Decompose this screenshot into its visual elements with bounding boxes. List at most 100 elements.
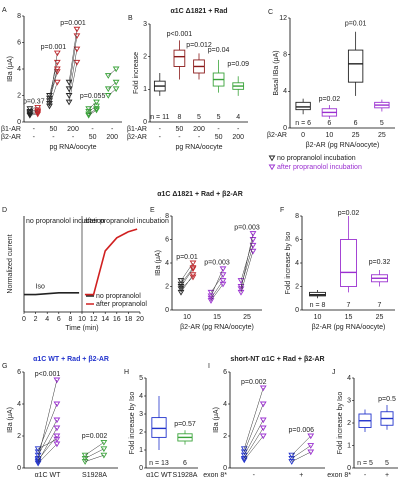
pair-line <box>108 88 117 96</box>
data-point <box>219 272 227 279</box>
x-tick-label: 4 <box>45 316 49 323</box>
data-point <box>73 33 81 40</box>
pair-line <box>84 442 105 456</box>
y-axis-label: IBa (μA) <box>213 407 220 433</box>
y-axis-label: IBa (μA) <box>7 407 14 433</box>
pair-line <box>180 267 194 285</box>
p-value: p<0.001 <box>35 371 61 378</box>
data-point <box>249 248 257 255</box>
panel-title: short-NT α1C + Rad + β2-AR <box>230 356 324 363</box>
legend-label: no propranolol <box>96 293 141 300</box>
data-point <box>53 66 61 73</box>
data-point <box>26 112 34 119</box>
data-point <box>53 377 61 384</box>
n-label: 5 <box>197 114 201 121</box>
y-axis-label: IBa (μA) <box>155 250 162 276</box>
pair-line <box>49 53 58 104</box>
box <box>151 417 167 438</box>
y-tick-label: 2 <box>223 433 227 440</box>
data-point <box>237 278 245 284</box>
data-point <box>53 79 61 86</box>
y-tick-label: 6 <box>165 236 169 243</box>
data-point <box>26 110 34 117</box>
y-tick-label: 6 <box>17 39 21 46</box>
p-value: p=0.003 <box>234 224 260 231</box>
x-row-name: β2-AR <box>1 134 21 141</box>
pair-line <box>68 29 78 83</box>
data-point <box>53 50 61 57</box>
data-point <box>85 108 93 115</box>
p-value: p=0.37 <box>23 98 45 105</box>
p-value: p=0.5 <box>378 396 396 403</box>
x-tick-label: 0 <box>22 316 26 323</box>
y-tick-label: 0 <box>223 465 227 472</box>
x-tick-label: 200 <box>67 126 79 133</box>
data-point <box>81 455 89 462</box>
data-point <box>34 111 42 118</box>
pair-line <box>68 49 78 96</box>
pair-line <box>180 268 194 287</box>
data-point <box>307 433 315 440</box>
p-value: p=0.002 <box>241 379 267 386</box>
p-value: p=0.001 <box>60 20 86 27</box>
y-tick-label: 2 <box>347 420 351 427</box>
y-tick-label: 1 <box>139 447 143 454</box>
data-point <box>288 452 296 459</box>
pair-line <box>85 454 104 462</box>
subtitle: after propranolol incubation <box>84 218 169 225</box>
data-point <box>73 46 81 53</box>
y-axis-label: Fold increase by Iso <box>337 392 344 455</box>
data-point <box>34 108 42 115</box>
data-point <box>189 265 197 271</box>
x-tick-label: - <box>217 126 220 133</box>
x-tick-label: 25 <box>243 314 251 321</box>
y-tick-label: 2 <box>295 283 299 290</box>
panel-label: A <box>2 7 7 14</box>
data-point <box>189 274 197 281</box>
x-tick-label: - <box>178 134 181 141</box>
p-value: p=0.001 <box>41 44 67 51</box>
data-point <box>240 449 248 456</box>
x-tick-label: 50 <box>50 126 58 133</box>
line-series <box>84 228 138 296</box>
n-label: 7 <box>347 302 351 309</box>
p-value: p=0.01 <box>176 254 198 261</box>
data-point <box>81 452 89 459</box>
p-value: p=0.003 <box>204 260 230 267</box>
data-point <box>307 449 315 456</box>
y-tick-label: 3 <box>347 397 351 404</box>
y-tick-label: 12 <box>279 15 287 22</box>
pair-line <box>210 268 224 297</box>
y-tick-label: 4 <box>283 88 287 95</box>
x-tick-label: 15 <box>345 314 353 321</box>
legend-marker <box>268 164 276 171</box>
x-row-name: β2-AR <box>267 132 287 139</box>
panel-label: C <box>268 9 273 16</box>
pair-line <box>108 82 117 90</box>
y-tick-label: 4 <box>347 375 351 382</box>
pair-line <box>291 435 311 456</box>
n-label: 6 <box>354 120 358 127</box>
x-axis-label: pg RNA/oocyte <box>175 144 222 151</box>
data-point <box>177 278 185 284</box>
x-axis-label: β2-AR (pg RNA/oocyte) <box>180 324 254 331</box>
data-point <box>26 106 34 113</box>
y-tick-label: 3 <box>143 21 147 28</box>
pair-line <box>68 62 78 103</box>
pair-line <box>68 35 78 89</box>
data-point <box>259 417 267 424</box>
data-point <box>219 266 227 273</box>
y-axis-label: Fold increase by Iso <box>285 232 292 295</box>
y-tick-label: 4 <box>223 401 227 408</box>
data-point <box>46 103 53 110</box>
data-point <box>53 401 61 408</box>
x-tick-label: - <box>198 134 201 141</box>
data-point <box>73 26 81 33</box>
x-tick-label: 50 <box>89 134 97 141</box>
x-tick-label: - <box>237 126 240 133</box>
data-point <box>46 95 53 102</box>
n-label: n = 8 <box>310 302 326 309</box>
data-point <box>249 231 257 237</box>
y-tick-label: 2 <box>139 429 143 436</box>
n-label: n = 13 <box>149 460 169 467</box>
